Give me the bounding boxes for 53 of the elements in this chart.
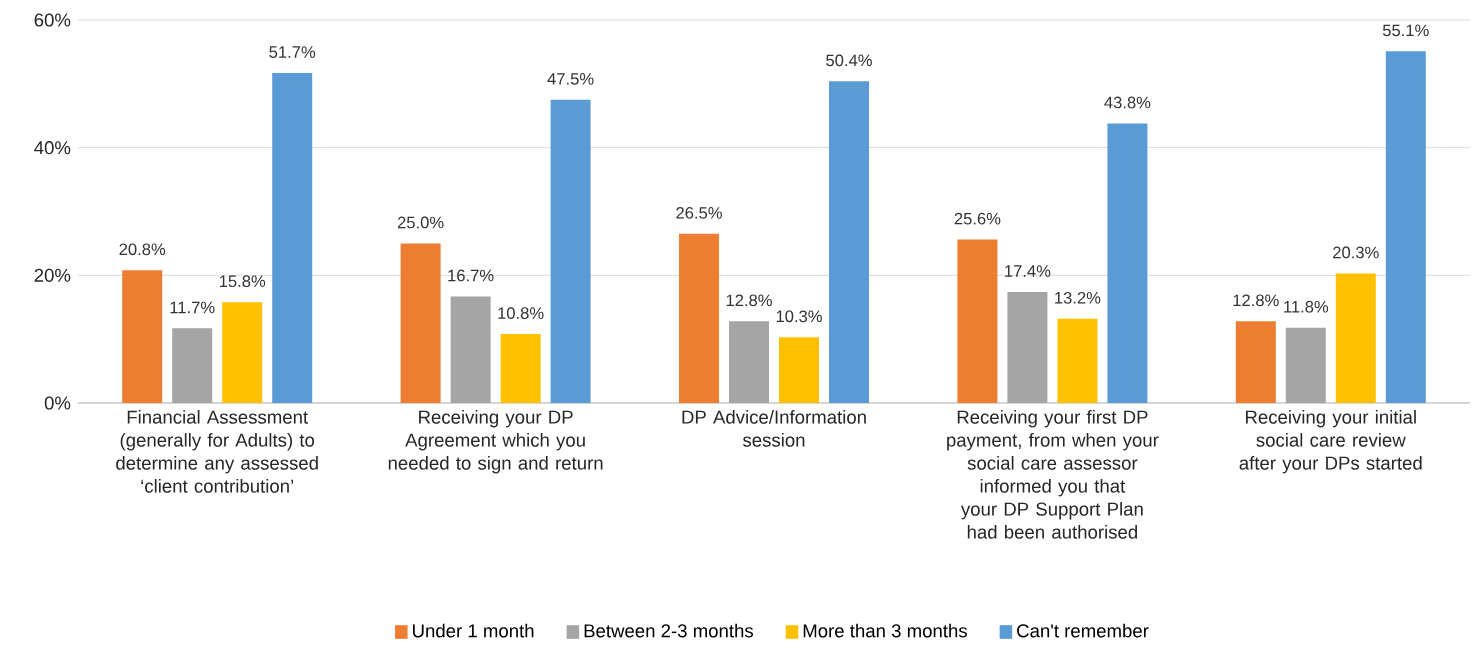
data-label: 11.8% <box>1284 300 1329 313</box>
bar <box>1107 123 1148 403</box>
data-label: 25.6% <box>954 212 1001 225</box>
data-label: 47.5% <box>547 72 594 85</box>
bar <box>1335 273 1376 403</box>
data-label: 51.7% <box>269 46 316 58</box>
bar <box>829 81 870 403</box>
legend-label: Can't remember <box>1017 623 1149 638</box>
bar <box>122 270 163 403</box>
bar <box>1235 321 1276 403</box>
data-label: 25.0% <box>397 216 444 229</box>
y-tick-label: 40% <box>34 140 71 155</box>
bar <box>729 321 769 403</box>
bar <box>957 239 998 403</box>
legend-label: Between 2-3 months <box>584 623 754 638</box>
bar <box>500 333 541 403</box>
data-label: 10.8% <box>498 307 544 319</box>
bar <box>222 302 263 403</box>
data-label: 15.8% <box>219 275 266 287</box>
data-label: 10.3% <box>776 310 822 323</box>
data-label: 13.2% <box>1055 291 1101 304</box>
bar <box>679 233 720 403</box>
data-label: 12.8% <box>726 294 772 307</box>
data-label: 43.8% <box>1104 96 1151 109</box>
data-label: 16.7% <box>448 269 494 282</box>
bar <box>1385 51 1426 403</box>
bar <box>1285 327 1326 403</box>
data-label: 50.4% <box>826 54 872 67</box>
data-label: 26.5% <box>676 206 722 219</box>
x-tick-label: DP Advice/Information session <box>682 409 866 447</box>
bar <box>450 296 491 403</box>
bar <box>272 72 313 403</box>
bar <box>550 99 591 403</box>
x-tick-label: Receiving your initial social care review after your DPs started <box>1239 409 1422 474</box>
bar <box>400 243 441 403</box>
bar <box>1057 318 1098 403</box>
bar <box>779 337 819 403</box>
legend-label: Under 1 month <box>413 623 534 638</box>
x-tick-label: Receiving your first DP payment, from when your social care assessor informed you that your DP Support Plan had been authorised <box>947 409 1159 539</box>
x-tick-label: Receiving your DP Agreement which you needed to sign and return <box>388 409 603 474</box>
data-label: 20.8% <box>119 243 166 256</box>
bar <box>1007 291 1048 403</box>
y-tick-label: 0% <box>44 396 71 410</box>
y-tick-label: 20% <box>34 268 71 282</box>
y-tick-label: 60% <box>34 13 71 27</box>
data-label: 55.1% <box>1382 24 1429 37</box>
legend-label: More than 3 months <box>803 623 967 638</box>
data-label: 12.8% <box>1233 294 1279 307</box>
data-label: 17.4% <box>1005 265 1051 277</box>
data-label: 11.7% <box>170 301 215 314</box>
bar <box>172 328 213 403</box>
data-label: 20.3% <box>1333 246 1379 259</box>
x-tick-label: Financial Assessment (generally for Adults) to determine any assessed ‘client contribution’ <box>116 409 318 493</box>
